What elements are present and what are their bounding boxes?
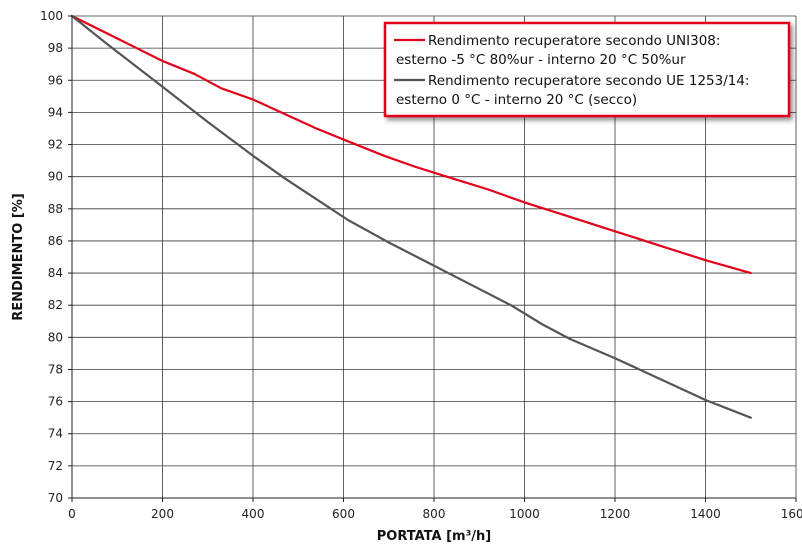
y-tick-label: 72 <box>48 459 63 473</box>
axes <box>68 15 797 502</box>
y-tick-label: 70 <box>48 491 63 505</box>
series-line-2 <box>70 14 752 419</box>
tick-labels: 0 200 400 600 800 1000 1200 1400 1600 70 72 74 76 78 8… <box>40 9 802 521</box>
x-tick-label: 1600 <box>781 507 802 521</box>
y-tick-label: 96 <box>48 73 63 87</box>
x-tick-label: 800 <box>423 507 446 521</box>
legend: Rendimento recuperatore secondo UNI308: e… <box>383 21 791 118</box>
y-tick-label: 74 <box>48 427 63 441</box>
y-tick-label: 90 <box>48 170 63 184</box>
x-axis-title: PORTATA [m³/h] <box>377 529 492 544</box>
x-tick-label: 1000 <box>509 507 540 521</box>
x-tick-label: 1200 <box>600 507 631 521</box>
series-layer <box>70 14 752 419</box>
y-tick-label: 98 <box>48 41 63 55</box>
y-tick-label: 78 <box>48 362 63 376</box>
x-tick-label: 1400 <box>690 507 721 521</box>
y-tick-label: 92 <box>48 138 63 152</box>
y-tick-label: 100 <box>40 9 63 23</box>
y-axis-title: RENDIMENTO [%] <box>11 193 26 320</box>
y-tick-label: 86 <box>48 234 63 248</box>
x-tick-label: 200 <box>151 507 174 521</box>
x-tick-label: 400 <box>242 507 265 521</box>
y-tick-label: 84 <box>48 266 63 280</box>
legend-label: esterno 0 °C - interno 20 °C (secco) <box>396 92 637 108</box>
legend-label: esterno -5 °C 80%ur - interno 20 °C 50%u… <box>396 52 686 68</box>
x-tick-label: 600 <box>332 507 355 521</box>
series-line-1 <box>70 14 752 275</box>
legend-box <box>383 21 791 118</box>
y-tick-label: 88 <box>48 202 63 216</box>
legend-label: Rendimento recuperatore secondo UE 1253/… <box>428 73 749 89</box>
y-tick-label: 94 <box>48 105 63 119</box>
y-tick-label: 80 <box>48 330 63 344</box>
y-tick-label: 82 <box>48 298 63 312</box>
y-tick-label: 76 <box>48 395 63 409</box>
legend-label: Rendimento recuperatore secondo UNI308: <box>428 33 720 49</box>
x-tick-label: 0 <box>68 507 76 521</box>
